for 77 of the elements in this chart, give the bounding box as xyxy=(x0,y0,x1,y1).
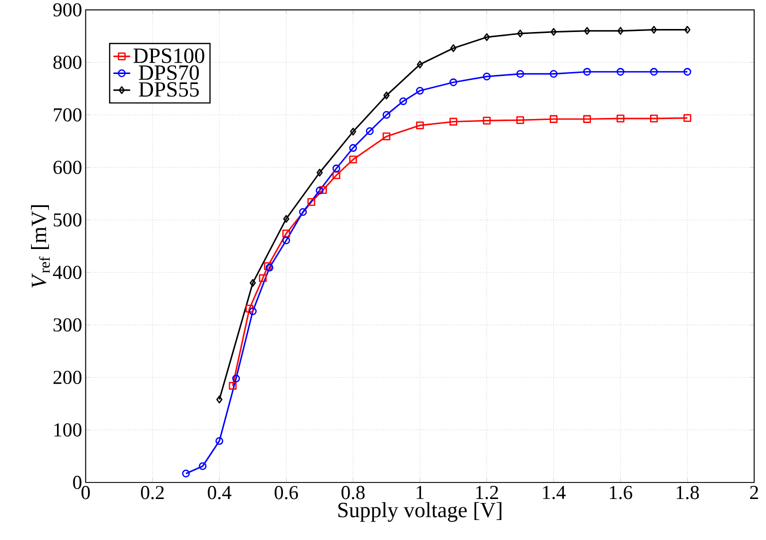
point xyxy=(516,116,524,124)
legend-label: DPS55 xyxy=(138,82,199,97)
x-tick-label: 0.4 xyxy=(208,486,232,500)
point xyxy=(416,60,424,69)
point xyxy=(482,116,491,125)
point xyxy=(282,230,290,238)
point xyxy=(416,122,424,130)
point xyxy=(282,236,290,244)
point xyxy=(484,33,490,42)
point xyxy=(232,374,240,383)
point xyxy=(617,27,624,35)
point xyxy=(583,115,591,124)
y-tick-label: 300 xyxy=(54,318,82,332)
point xyxy=(350,128,356,136)
x-tick-label: 2 xyxy=(750,486,758,500)
point xyxy=(382,132,390,140)
point xyxy=(516,70,524,78)
point xyxy=(650,68,658,76)
point xyxy=(307,198,316,206)
y-tick-label: 100 xyxy=(54,424,82,437)
y-tick-label: 400 xyxy=(53,266,82,280)
point xyxy=(482,72,491,81)
x-tick-label: 0 xyxy=(81,486,90,500)
point xyxy=(616,114,624,123)
point xyxy=(246,304,254,313)
point xyxy=(316,168,323,177)
point xyxy=(198,462,207,470)
point xyxy=(332,164,340,173)
point xyxy=(382,111,390,119)
x-tick-label: 1.8 xyxy=(676,486,699,500)
point xyxy=(550,115,558,124)
point xyxy=(383,92,390,100)
point xyxy=(583,68,591,76)
y-tick-label: 800 xyxy=(53,56,82,70)
x-tick-label: 1.2 xyxy=(476,486,498,500)
y-axis-title: V$_{ref}$ [mV] xyxy=(31,205,50,288)
x-tick-label: 1.4 xyxy=(543,486,566,500)
point xyxy=(332,172,340,180)
y-tick-label: 200 xyxy=(54,370,82,384)
x-tick-label: 0.8 xyxy=(342,486,365,500)
point xyxy=(550,70,558,78)
point xyxy=(449,78,458,86)
point xyxy=(319,186,327,194)
x-axis-title: Supply voltage [V] xyxy=(338,502,502,522)
point xyxy=(248,308,257,316)
point xyxy=(517,30,524,38)
point xyxy=(550,28,557,36)
point xyxy=(399,98,408,106)
point xyxy=(650,114,658,123)
point xyxy=(283,215,290,223)
point xyxy=(616,68,624,76)
point xyxy=(449,118,458,126)
point xyxy=(316,186,324,195)
y-tick-label: 900 xyxy=(53,3,82,17)
point xyxy=(416,87,424,95)
point xyxy=(349,144,357,152)
point xyxy=(215,437,224,446)
point xyxy=(349,156,357,164)
point xyxy=(299,208,307,216)
point xyxy=(250,279,256,288)
point xyxy=(650,26,657,34)
x-tick-label: 1.6 xyxy=(610,486,632,500)
x-tick-label: 1 xyxy=(416,486,424,500)
legend-label: DPS70 xyxy=(138,66,199,80)
point xyxy=(584,27,590,35)
point xyxy=(228,382,237,390)
legend-label: DPS100 xyxy=(133,48,204,64)
point xyxy=(450,44,456,52)
y-tick-label: 600 xyxy=(53,160,82,174)
y-tick-label: 0 xyxy=(73,476,82,490)
y-tick-label: 700 xyxy=(54,108,82,122)
point xyxy=(683,114,692,122)
x-tick-label: 0.6 xyxy=(274,486,298,500)
x-tick-label: 0.2 xyxy=(140,486,164,500)
point xyxy=(258,274,267,282)
y-tick-label: 500 xyxy=(54,213,82,227)
point xyxy=(366,127,374,136)
